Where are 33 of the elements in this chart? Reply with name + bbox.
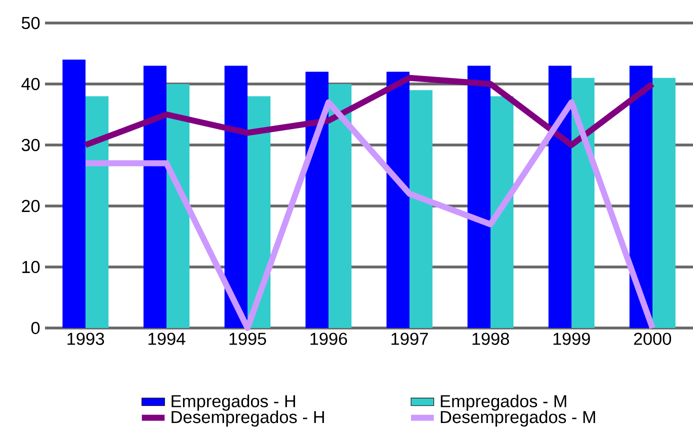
legend-label: Desempregados - H: [172, 410, 324, 427]
legend-label: Empregados - M: [440, 394, 566, 411]
y-tick-label: 10: [22, 260, 40, 274]
y-tick-label: 0: [31, 322, 40, 334]
bar: [630, 66, 652, 328]
x-tick-label: 1995: [230, 332, 266, 345]
bar: [571, 78, 594, 328]
x-tick-label: 1993: [68, 332, 104, 345]
x-tick-label: 1994: [148, 332, 186, 345]
bar: [144, 66, 167, 328]
bar: [652, 78, 676, 328]
bar: [166, 84, 190, 328]
y-tick-label: 30: [22, 138, 40, 152]
bar: [490, 96, 514, 328]
bar: [62, 60, 86, 328]
bar: [306, 72, 329, 328]
y-tick-label: 50: [22, 16, 40, 30]
y-tick-label: 40: [21, 78, 40, 90]
x-tick-label: 1998: [472, 332, 510, 345]
bar: [468, 66, 491, 328]
x-tick-label: 1997: [392, 332, 428, 345]
bar: [86, 96, 108, 328]
y-tick-label: 20: [22, 200, 40, 212]
bar: [386, 72, 410, 328]
bar: [548, 66, 572, 328]
legend-label: Empregados - H: [172, 394, 296, 411]
x-tick-label: 2000: [634, 332, 672, 345]
legend-label: Desempregados - M: [440, 410, 596, 427]
bar: [328, 84, 352, 328]
x-tick-label: 1999: [554, 332, 590, 345]
x-tick-label: 1996: [310, 332, 348, 345]
bar: [409, 90, 432, 328]
bar: [224, 66, 248, 328]
